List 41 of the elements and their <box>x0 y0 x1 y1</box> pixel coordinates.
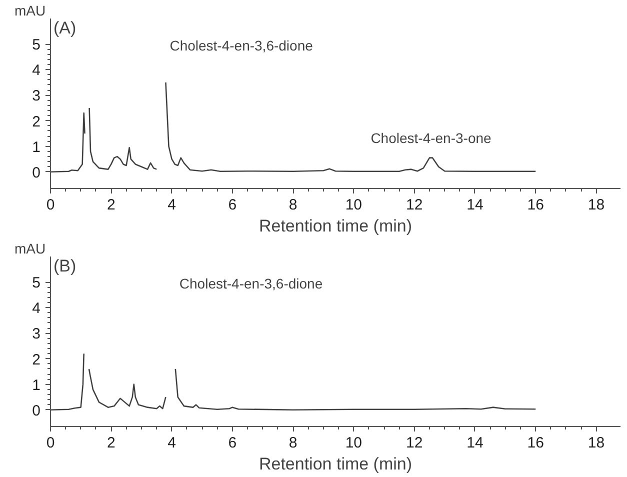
x-tick-label: 6 <box>228 196 237 214</box>
x-tick-label: 0 <box>46 434 55 452</box>
y-axis-title: mAU <box>14 2 46 18</box>
x-tick-label: 12 <box>406 196 423 214</box>
x-axis-title: Retention time (min) <box>258 454 412 474</box>
y-tick-label: 2 <box>32 351 40 368</box>
annotation: (B) <box>54 256 76 276</box>
x-tick-label: 10 <box>345 434 362 452</box>
y-tick-label: 2 <box>32 113 40 130</box>
x-tick-label: 14 <box>466 434 484 452</box>
y-tick-label: 0 <box>32 164 40 182</box>
y-tick-label: 1 <box>32 138 40 156</box>
x-tick-label: 2 <box>106 196 116 214</box>
y-tick-label: 5 <box>32 274 40 292</box>
x-tick-label: 4 <box>168 434 176 452</box>
y-tick-label: 3 <box>32 88 40 105</box>
annotation: Cholest-4-en-3-one <box>370 130 492 146</box>
annotation: Cholest-4-en-3,6-dione <box>179 276 323 292</box>
x-tick-label: 8 <box>288 434 298 452</box>
x-tick-label: 14 <box>466 196 484 214</box>
x-tick-label: 8 <box>288 196 298 214</box>
y-tick-label: 3 <box>32 326 40 343</box>
y-tick-label: 4 <box>32 62 40 80</box>
x-tick-label: 18 <box>588 434 605 452</box>
y-axis-title: mAU <box>14 240 46 256</box>
annotation: (A) <box>54 18 76 38</box>
y-tick-label: 4 <box>32 300 40 318</box>
x-tick-label: 10 <box>345 196 362 214</box>
x-tick-label: 16 <box>527 196 544 214</box>
y-tick-label: 5 <box>32 36 40 54</box>
annotation: Cholest-4-en-3,6-dione <box>170 38 314 54</box>
x-tick-label: 12 <box>406 434 423 452</box>
x-tick-label: 18 <box>588 196 605 214</box>
x-tick-label: 6 <box>228 434 237 452</box>
x-tick-label: 2 <box>106 434 116 452</box>
x-tick-label: 0 <box>46 196 55 214</box>
x-axis-title: Retention time (min) <box>258 216 412 236</box>
y-tick-label: 1 <box>32 376 40 394</box>
x-tick-label: 4 <box>168 196 176 214</box>
y-tick-label: 0 <box>32 402 40 420</box>
x-tick-label: 16 <box>527 434 544 452</box>
